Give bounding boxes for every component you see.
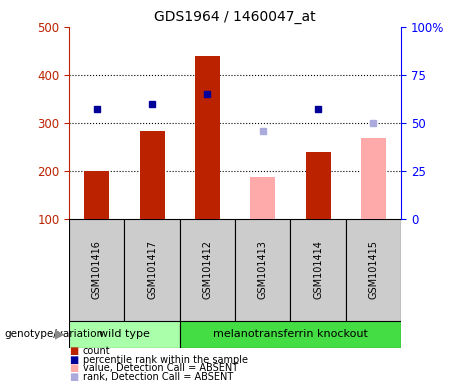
- Text: GSM101412: GSM101412: [202, 240, 213, 299]
- Text: GSM101416: GSM101416: [92, 240, 102, 299]
- Text: ■: ■: [69, 355, 78, 365]
- Bar: [250, 177, 275, 219]
- Text: wild type: wild type: [99, 329, 150, 339]
- Text: ■: ■: [69, 372, 78, 382]
- Bar: [195, 56, 220, 219]
- Bar: [84, 171, 109, 219]
- Bar: [180, 219, 235, 321]
- Text: genotype/variation: genotype/variation: [5, 329, 104, 339]
- Bar: [140, 131, 165, 219]
- Bar: [69, 219, 124, 321]
- Bar: [346, 219, 401, 321]
- Bar: [124, 219, 180, 321]
- Text: ■: ■: [69, 363, 78, 373]
- Text: GSM101417: GSM101417: [147, 240, 157, 299]
- Bar: [235, 219, 290, 321]
- Text: ■: ■: [69, 346, 78, 356]
- Bar: [180, 321, 401, 348]
- Text: GSM101414: GSM101414: [313, 240, 323, 299]
- Text: value, Detection Call = ABSENT: value, Detection Call = ABSENT: [83, 363, 238, 373]
- Text: rank, Detection Call = ABSENT: rank, Detection Call = ABSENT: [83, 372, 233, 382]
- Text: count: count: [83, 346, 111, 356]
- Text: melanotransferrin knockout: melanotransferrin knockout: [213, 329, 368, 339]
- Bar: [306, 152, 331, 219]
- Bar: [69, 321, 180, 348]
- Bar: [361, 138, 386, 219]
- Title: GDS1964 / 1460047_at: GDS1964 / 1460047_at: [154, 10, 316, 25]
- Text: GSM101413: GSM101413: [258, 240, 268, 299]
- Text: percentile rank within the sample: percentile rank within the sample: [83, 355, 248, 365]
- Text: ▶: ▶: [55, 328, 65, 341]
- Bar: [290, 219, 346, 321]
- Text: GSM101415: GSM101415: [368, 240, 378, 299]
